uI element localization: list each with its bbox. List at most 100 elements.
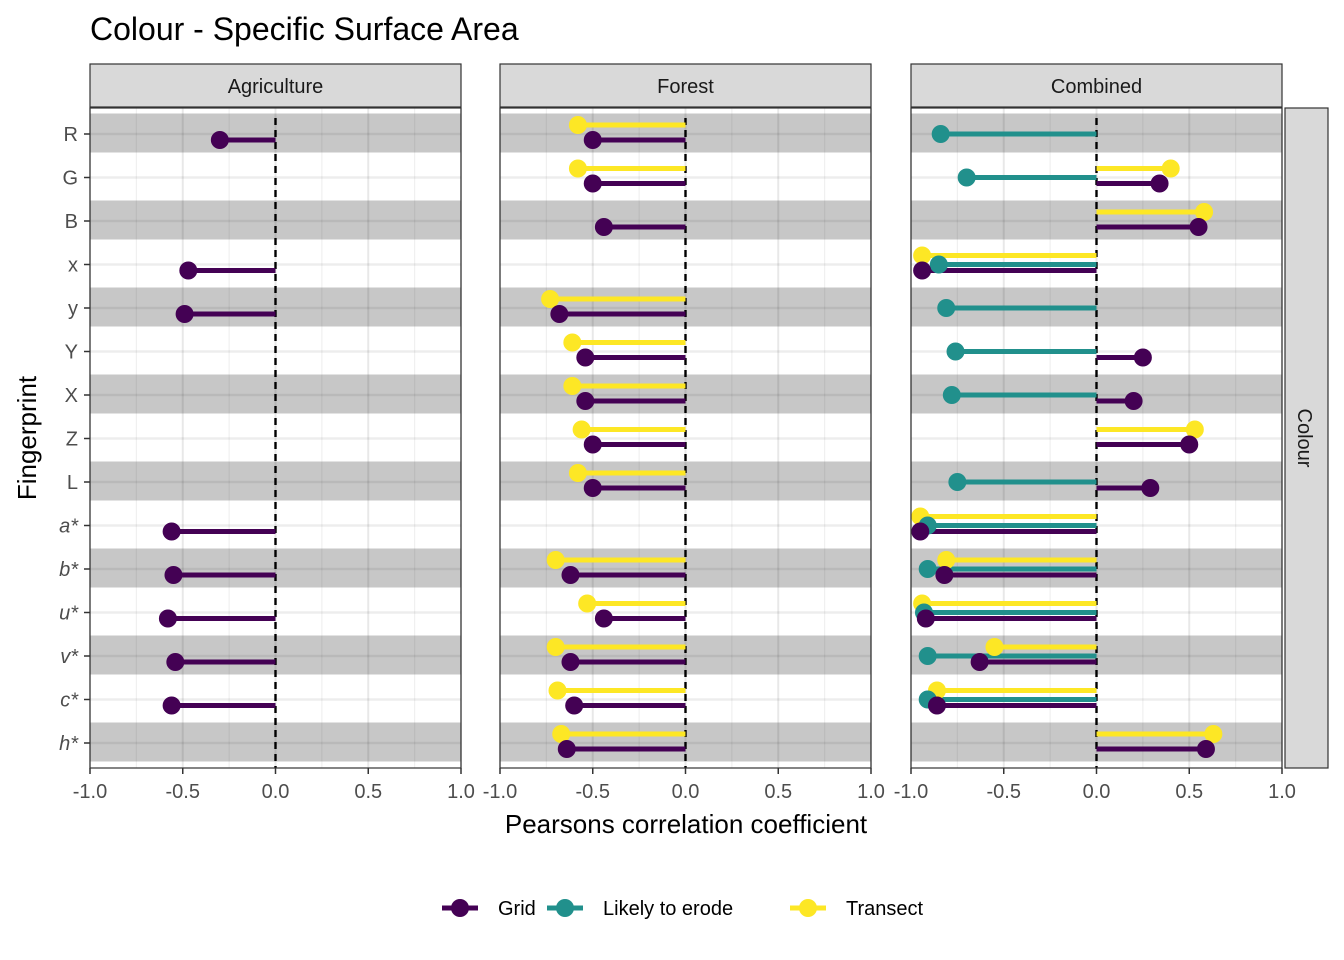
lollipop-point [546,638,565,656]
x-tick-label: 0.5 [764,781,792,803]
lollipop-point [1195,203,1214,221]
x-tick-label: -0.5 [987,781,1021,803]
legend-key-point [799,899,817,917]
x-tick-label: 1.0 [857,781,885,803]
lollipop-point [175,305,194,323]
lollipop-point [918,647,937,665]
lollipop-point [594,218,613,236]
y-tick-label: L [67,472,78,494]
lollipop-point [594,609,613,628]
lollipop-point [568,116,587,134]
row-strip: Colour [1284,107,1329,769]
lollipop-point [561,566,580,584]
x-tick-label: 0.0 [672,781,700,803]
row-band [90,287,461,327]
lollipop-point [572,420,591,439]
panel-combined: Combined -1.0 -0.5 0.0 0.5 1.0 [894,63,1296,803]
lollipop-point [1124,392,1143,410]
y-tick-label: G [62,168,78,190]
lollipop-point [913,261,932,280]
lollipop-point [576,348,595,367]
lollipop-point [1204,725,1223,743]
y-axis-title: Fingerprint [12,375,42,500]
row-strip-label: Colour [1293,409,1315,468]
lollipop-point [541,290,560,308]
lollipop-point [166,653,185,671]
lollipop-point [935,566,954,584]
lollipop-point [568,159,587,178]
lollipop-point [164,566,183,584]
panel-strip-label: Forest [657,76,714,98]
y-tick-label: c* [60,690,79,712]
legend: Grid Likely to erode Transect [442,898,924,920]
panel-strip [89,63,462,108]
x-tick-label: -1.0 [483,781,517,803]
y-tick-label: x [68,255,78,277]
legend-item: Transect [790,898,924,920]
lollipop-point [911,522,930,541]
panel-strip [499,63,872,108]
lollipop-point [550,305,569,323]
y-tick-label: v* [60,646,79,668]
lollipop-point [557,740,576,758]
panel-strip-label: Agriculture [228,76,324,98]
x-tick-label: -0.5 [576,781,610,803]
x-tick-label: 0.5 [354,781,382,803]
lollipop-point [929,255,948,274]
lollipop-point [1141,479,1160,497]
legend-item: Grid [442,898,536,920]
y-tick-label: h* [59,733,79,755]
legend-key-point [451,899,469,917]
panel-strip-label: Combined [1051,76,1142,98]
lollipop-point [927,696,946,715]
legend-label: Transect [846,898,924,920]
y-tick-label: a* [59,516,79,538]
lollipop-point [937,551,956,569]
row-strip-box [1284,107,1329,769]
panels: Agriculture -1.0 -0.5 0.0 0.5 1.0 Forest -1.0 -0… [59,63,1296,803]
y-tick-label: R [64,124,78,146]
x-tick-label: -1.0 [894,781,928,803]
lollipop-point [918,560,937,578]
x-tick-label: 0.0 [1083,781,1111,803]
x-axis-title: Pearsons correlation coefficient [505,809,868,839]
lollipop-point [578,594,597,613]
lollipop-point [916,609,935,628]
panel-strip [910,63,1283,108]
panel-agriculture: Agriculture -1.0 -0.5 0.0 0.5 1.0 [73,63,475,803]
lollipop-point [563,333,582,352]
lollipop-point [179,261,198,280]
legend-label: Likely to erode [603,898,733,920]
lollipop-point [931,125,950,143]
x-tick-label: 0.0 [262,781,290,803]
x-tick-label: 0.5 [1175,781,1203,803]
lollipop-point [162,696,181,715]
panel-forest: Forest -1.0 -0.5 0.0 0.5 1.0 [483,63,885,803]
lollipop-point [548,681,567,700]
x-tick-label: 1.0 [447,781,475,803]
lollipop-point [942,386,961,404]
y-tick-label: b* [59,559,79,581]
lollipop-point [913,246,932,265]
lollipop-point [970,653,989,671]
legend-item: Likely to erode [547,898,733,920]
lollipop-point [946,342,965,361]
lollipop-point [565,696,584,715]
lollipop-point [210,131,229,149]
lollipop-point [948,473,967,491]
lollipop-point [985,638,1004,656]
lollipop-point [568,464,587,482]
legend-key-point [556,899,574,917]
lollipop-point [1196,740,1215,758]
lollipop-point [552,725,571,743]
lollipop-point [583,131,602,149]
lollipop-point [158,609,177,628]
legend-label: Grid [498,898,536,920]
lollipop-point [561,653,580,671]
y-tick-label: X [65,385,78,407]
lollipop-point [1150,174,1169,193]
chart-title: Colour - Specific Surface Area [90,11,519,47]
lollipop-point [162,522,181,541]
lollipop-point [583,479,602,497]
